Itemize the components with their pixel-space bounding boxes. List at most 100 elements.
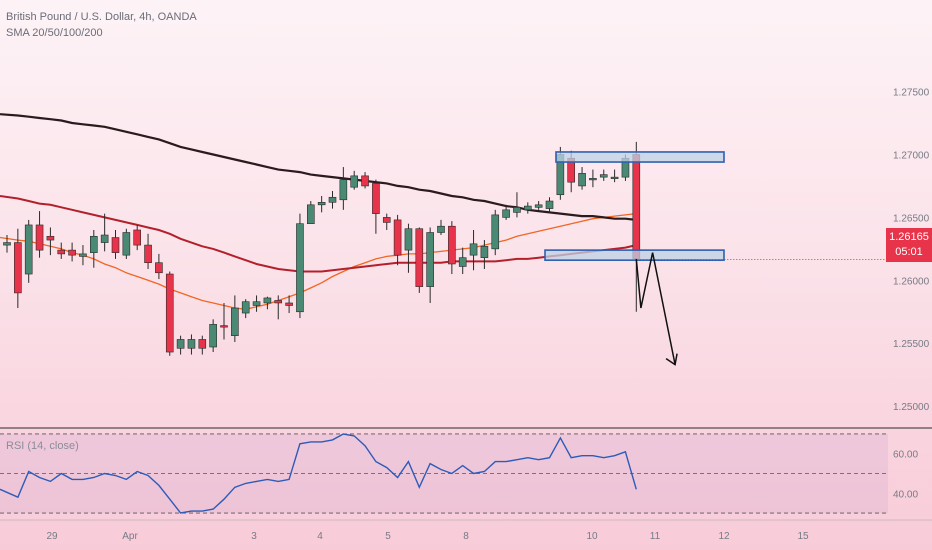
- candle: [14, 228, 22, 309]
- candle: [448, 221, 456, 275]
- rsi-label[interactable]: RSI (14, close): [6, 440, 79, 452]
- current-price-tag: 1.26165 05:01: [886, 228, 932, 262]
- candle-body: [220, 325, 228, 328]
- candle: [578, 167, 586, 190]
- candle-body: [610, 176, 619, 179]
- candle: [589, 169, 597, 188]
- candle: [534, 201, 543, 210]
- candle: [24, 219, 33, 283]
- candle: [285, 295, 293, 314]
- candle: [252, 295, 261, 312]
- candle: [263, 296, 272, 310]
- candle-body: [502, 209, 510, 218]
- candle-body: [133, 229, 141, 246]
- candle-body: [198, 339, 207, 349]
- candle-body: [68, 249, 76, 256]
- projection-arrowhead: [665, 353, 678, 366]
- candle-body: [361, 175, 369, 187]
- candle-body: [165, 273, 174, 353]
- candle-body: [448, 225, 456, 265]
- candle: [480, 240, 489, 269]
- candle: [79, 245, 87, 266]
- price-axis-tick: 1.26000: [893, 276, 930, 287]
- price-axis-tick: 1.25000: [893, 402, 930, 413]
- sma-indicator-label[interactable]: SMA 20/50/100/200: [6, 27, 103, 39]
- time-axis-tick: 11: [650, 531, 661, 542]
- candle-body: [578, 173, 586, 187]
- candle-body: [437, 225, 445, 233]
- candle: [187, 334, 196, 355]
- candle: [68, 242, 76, 262]
- candle-body: [589, 178, 597, 181]
- candle-body: [339, 179, 348, 201]
- candle: [415, 227, 424, 293]
- candle-body: [90, 235, 98, 253]
- candle-body: [296, 223, 304, 313]
- candle-body: [57, 249, 66, 255]
- candle-body: [306, 204, 315, 224]
- time-axis-tick: 15: [797, 531, 809, 542]
- candle-body: [491, 214, 500, 250]
- time-axis-tick: 5: [385, 531, 391, 542]
- candle: [404, 223, 413, 273]
- candle: [176, 335, 185, 355]
- candle-body: [100, 234, 109, 243]
- support-zone: [544, 249, 725, 261]
- candle: [469, 229, 478, 271]
- candle-body: [187, 339, 196, 349]
- candle: [610, 169, 619, 183]
- candle: [231, 295, 239, 342]
- candle-body: [3, 242, 11, 246]
- candle: [3, 235, 11, 253]
- current-price: 1.26165: [889, 231, 929, 243]
- candle: [57, 242, 66, 259]
- candle-body: [545, 200, 554, 209]
- time-axis-tick: Apr: [122, 531, 138, 542]
- candle: [144, 233, 152, 269]
- candle: [513, 192, 521, 218]
- rsi-axis-tick: 40.00: [893, 489, 918, 500]
- candle: [361, 172, 369, 189]
- candle-body: [534, 204, 543, 208]
- candle: [241, 299, 250, 319]
- time-axis-tick: 8: [463, 531, 469, 542]
- candle: [306, 201, 315, 224]
- candle-body: [263, 297, 272, 304]
- candle-body: [35, 224, 44, 251]
- price-axis-tick: 1.25500: [893, 339, 930, 350]
- candle: [491, 209, 500, 256]
- time-axis-tick: 3: [251, 531, 257, 542]
- candle: [100, 213, 109, 252]
- candle: [458, 247, 467, 275]
- rsi-axis-tick: 60.00: [893, 450, 918, 461]
- candle: [35, 211, 44, 258]
- time-axis-tick: 4: [317, 531, 323, 542]
- sma-line-sma20: [0, 212, 637, 310]
- bar-countdown: 05:01: [895, 246, 923, 258]
- rsi-line: [0, 433, 637, 514]
- candle: [46, 227, 55, 256]
- candle: [274, 295, 283, 320]
- candle: [339, 167, 348, 210]
- candle: [90, 229, 98, 268]
- candle-body: [350, 175, 359, 188]
- candle-body: [523, 205, 532, 211]
- candle: [393, 214, 402, 266]
- candle-body: [404, 228, 413, 251]
- candle: [350, 170, 359, 190]
- candle: [382, 213, 391, 230]
- candle-body: [231, 307, 239, 336]
- candle: [502, 204, 510, 220]
- candle: [372, 179, 380, 234]
- candle-body: [176, 339, 185, 349]
- candle-body: [144, 244, 152, 264]
- sma-line-sma100: [0, 113, 637, 221]
- candle: [209, 319, 217, 353]
- candle: [296, 213, 304, 319]
- symbol-title: British Pound / U.S. Dollar, 4h, OANDA: [6, 11, 197, 23]
- candle-body: [513, 207, 521, 213]
- projection-path: [635, 252, 676, 365]
- candle-body: [317, 201, 326, 206]
